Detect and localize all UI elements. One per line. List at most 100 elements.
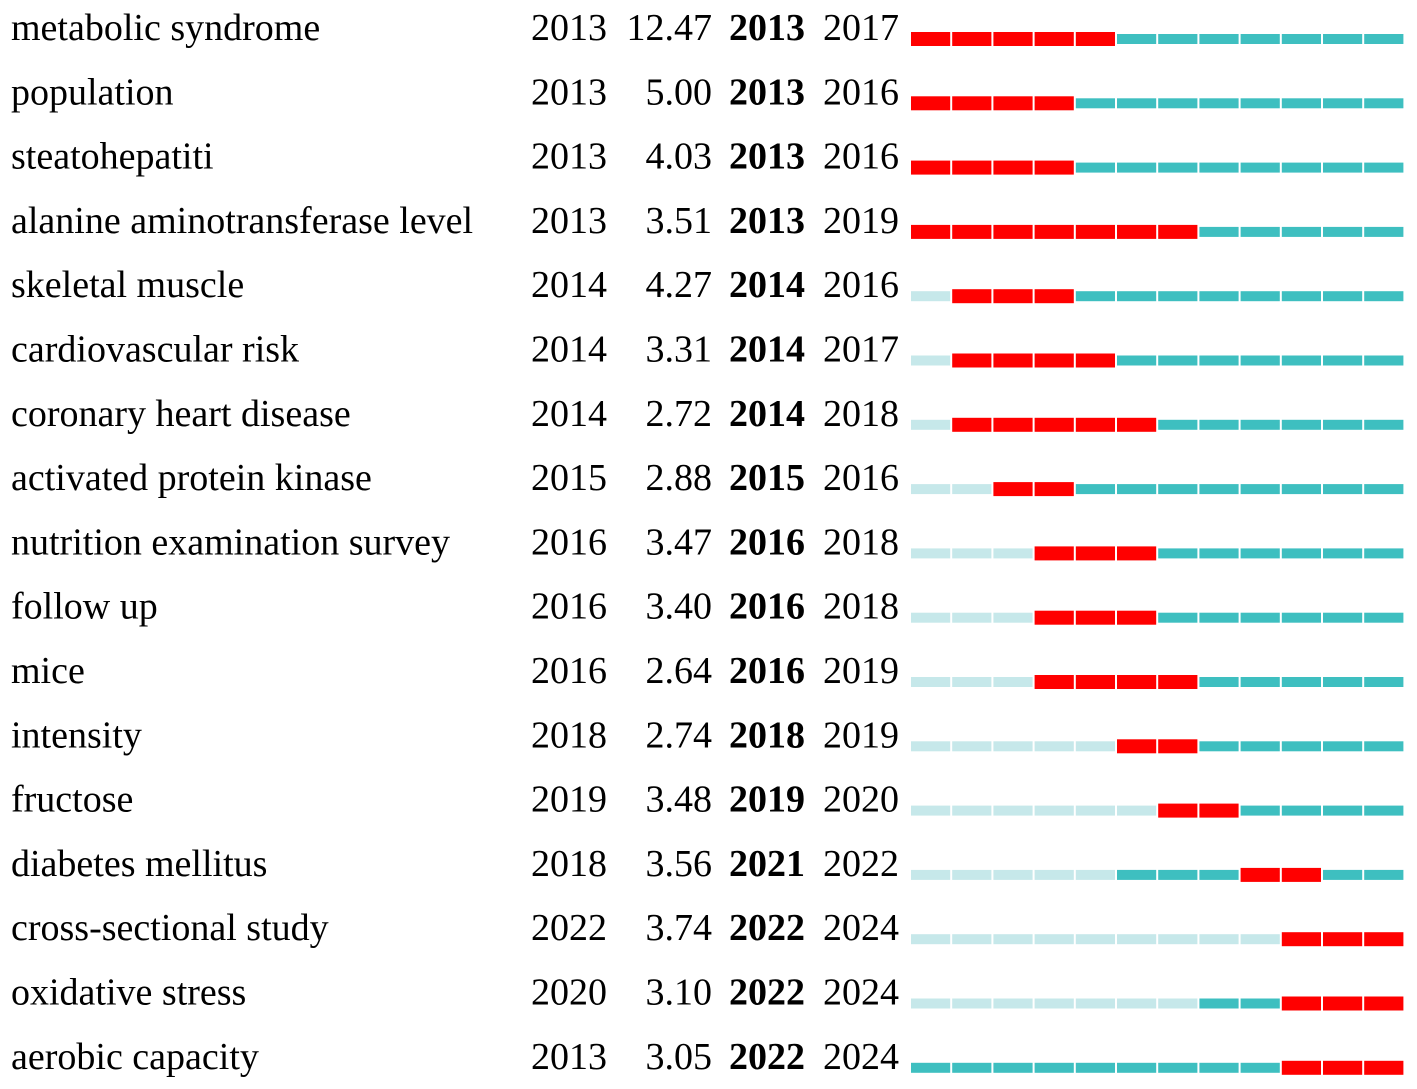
year-segment (1281, 291, 1321, 302)
year-segment (1034, 675, 1074, 689)
end-year: 2019 (823, 714, 899, 756)
year-segment (1075, 224, 1115, 239)
year-segment (1117, 869, 1157, 880)
year-segment (1240, 677, 1280, 687)
burst-row: intensity 2018 2.74 2018 2019 (11, 714, 1404, 756)
year-segment (993, 160, 1033, 175)
year-segment (911, 612, 951, 623)
year-segment (1199, 998, 1239, 1009)
year-segment (1158, 548, 1198, 559)
year-segment (1323, 98, 1363, 109)
year-value: 2019 (531, 779, 607, 821)
burst-row: coronary heart disease 2014 2.72 2014 2018 (11, 393, 1404, 435)
year-segment (1034, 805, 1074, 816)
strength-value: 3.47 (646, 521, 713, 563)
year-segment (1075, 484, 1115, 495)
year-segment (1364, 355, 1404, 366)
year-segment (1240, 355, 1280, 366)
year-segment (1158, 803, 1198, 818)
year-segment (993, 224, 1033, 239)
year-segment (1364, 484, 1404, 495)
year-segment (1281, 612, 1321, 623)
year-segment (911, 677, 951, 687)
year-value: 2018 (531, 843, 607, 885)
year-segment (1364, 805, 1404, 816)
year-segment (1117, 34, 1157, 44)
year-segment (1199, 484, 1239, 495)
keyword-label: follow up (11, 586, 158, 628)
year-segment (1199, 741, 1239, 752)
year-segment (1323, 355, 1363, 366)
keyword-label: activated protein kinase (11, 457, 372, 499)
year-value: 2016 (531, 650, 607, 692)
year-segment (1158, 998, 1198, 1009)
year-segment (911, 32, 951, 46)
year-segment (1034, 869, 1074, 880)
year-segment (1158, 484, 1198, 495)
strength-value: 3.56 (646, 843, 713, 885)
year-segment (1323, 805, 1363, 816)
year-segment (1075, 32, 1115, 46)
year-segment (1158, 612, 1198, 623)
strength-value: 4.27 (646, 264, 713, 306)
keyword-label: steatohepatiti (11, 136, 214, 178)
year-segment (1364, 419, 1404, 430)
year-segment (1364, 98, 1404, 109)
year-segment (952, 289, 992, 304)
year-segment (1364, 1060, 1404, 1075)
year-segment (911, 96, 951, 111)
year-value: 2014 (531, 329, 607, 371)
year-segment (1199, 419, 1239, 430)
year-segment (911, 741, 951, 752)
year-value: 2022 (531, 907, 607, 949)
year-segment (1281, 741, 1321, 752)
year-segment (1117, 98, 1157, 109)
begin-year: 2014 (729, 264, 805, 306)
strength-value: 3.51 (646, 200, 713, 242)
strength-value: 2.74 (646, 714, 713, 756)
year-segment (1158, 162, 1198, 173)
year-segment (1117, 675, 1157, 689)
year-segment (1075, 741, 1115, 752)
burst-row: metabolic syndrome 2013 12.47 2013 2017 (11, 7, 1404, 49)
year-segment (1158, 419, 1198, 430)
strength-value: 12.47 (627, 7, 713, 49)
year-segment (1199, 1062, 1239, 1073)
burst-rows: metabolic syndrome 2013 12.47 2013 2017 popul… (11, 7, 1404, 1078)
year-segment (993, 805, 1033, 816)
keyword-label: fructose (11, 779, 133, 821)
keyword-label: oxidative stress (11, 972, 246, 1014)
begin-year: 2015 (729, 457, 805, 499)
year-segment (1281, 932, 1321, 947)
year-segment (1240, 98, 1280, 109)
year-segment (1364, 291, 1404, 302)
keyword-label: mice (11, 650, 85, 692)
begin-year: 2016 (729, 650, 805, 692)
year-segment (1117, 610, 1157, 625)
year-segment (1075, 162, 1115, 173)
year-segment (1364, 677, 1404, 687)
year-segment (952, 1062, 992, 1073)
strength-value: 3.05 (646, 1036, 713, 1078)
year-segment (911, 224, 951, 239)
end-year: 2022 (823, 843, 899, 885)
year-segment (952, 353, 992, 368)
year-segment (993, 32, 1033, 46)
year-segment (1034, 610, 1074, 625)
year-segment (993, 289, 1033, 304)
year-segment (952, 998, 992, 1009)
begin-year: 2016 (729, 586, 805, 628)
year-segment (1117, 484, 1157, 495)
year-segment (993, 998, 1033, 1009)
burst-row: diabetes mellitus 2018 3.56 2021 2022 (11, 843, 1404, 885)
year-segment (1281, 226, 1321, 237)
year-segment (1323, 34, 1363, 44)
year-value: 2020 (531, 972, 607, 1014)
year-segment (1034, 160, 1074, 175)
year-segment (1281, 355, 1321, 366)
year-segment (1240, 484, 1280, 495)
year-segment (993, 741, 1033, 752)
year-segment (993, 417, 1033, 432)
year-segment (1199, 612, 1239, 623)
year-segment (1158, 934, 1198, 945)
